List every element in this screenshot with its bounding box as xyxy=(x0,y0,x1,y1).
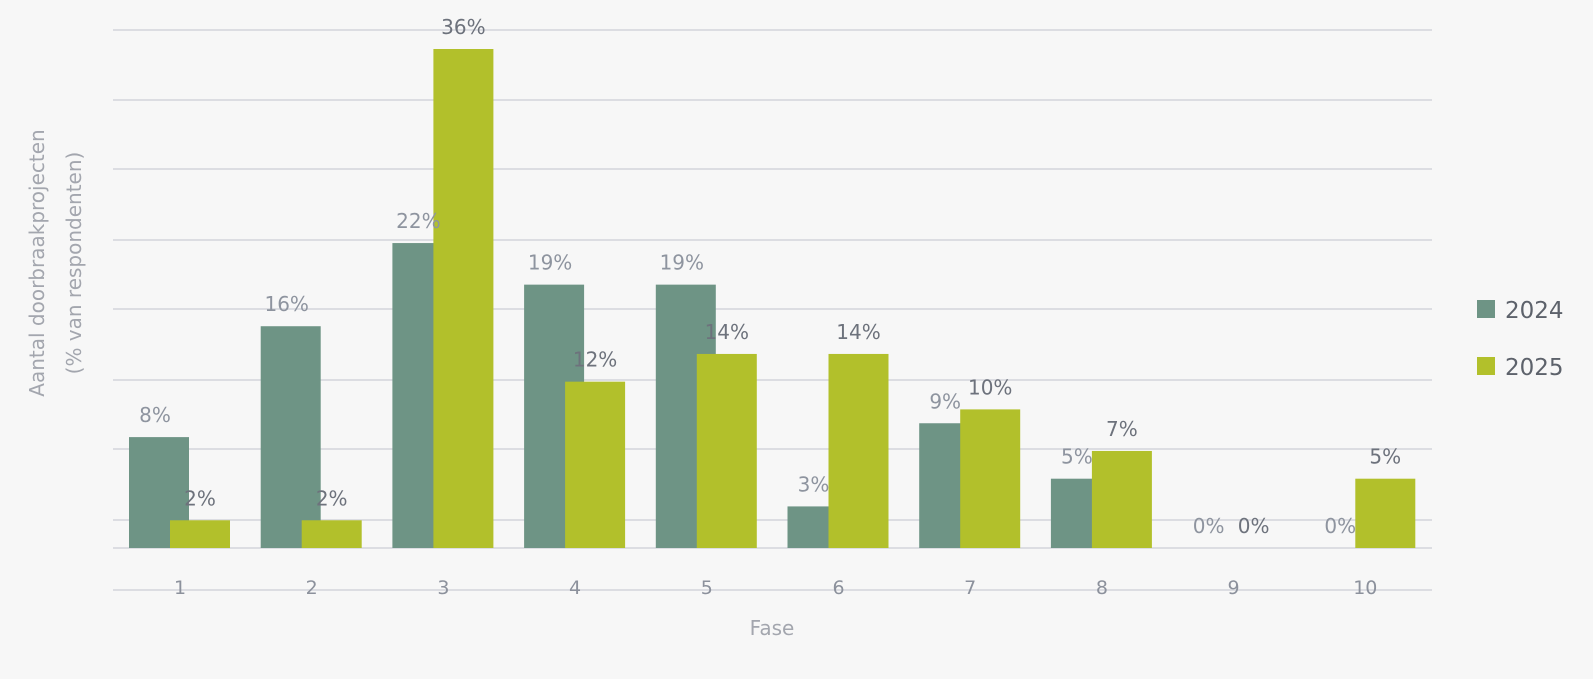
data-label-2024-fase-6: 3% xyxy=(798,472,830,496)
x-tick-label: 8 xyxy=(1096,577,1108,599)
legend-swatch-2025 xyxy=(1477,357,1495,375)
x-tick-label: 1 xyxy=(174,577,186,599)
data-label-2025-fase-5: 14% xyxy=(705,320,749,344)
bar-2025-fase-1 xyxy=(170,520,230,548)
x-tick-label: 3 xyxy=(437,577,449,599)
x-tick-label: 4 xyxy=(569,577,581,599)
bar-2025-fase-6 xyxy=(828,353,889,548)
data-label-2025-fase-9: 0% xyxy=(1238,514,1270,538)
x-tick-label: 10 xyxy=(1353,577,1377,599)
x-tick-label: 2 xyxy=(306,577,318,599)
y-axis-title: Aantal doorbraakprojecten (% van respond… xyxy=(25,129,86,396)
x-axis-ticks: 1 2 3 4 5 6 7 8 9 10 xyxy=(174,577,1377,599)
data-label-2024-fase-10: 0% xyxy=(1324,514,1356,538)
data-label-2025-fase-1: 2% xyxy=(184,486,216,510)
bar-2025-fase-3 xyxy=(433,49,494,548)
data-label-2025-fase-2: 2% xyxy=(316,486,348,510)
data-label-2024-fase-2: 16% xyxy=(264,292,308,316)
x-tick-label: 6 xyxy=(832,577,844,599)
data-label-2025-fase-3: 36% xyxy=(441,15,485,39)
bars xyxy=(129,49,1416,549)
data-label-2025-fase-8: 7% xyxy=(1106,417,1138,441)
bar-2025-fase-5 xyxy=(696,353,757,548)
legend-label-2025: 2025 xyxy=(1505,355,1564,381)
x-tick-label: 9 xyxy=(1228,577,1240,599)
data-label-2024-fase-4: 19% xyxy=(528,251,572,275)
data-label-2024-fase-1: 8% xyxy=(139,403,171,427)
gridlines xyxy=(113,29,1432,591)
legend: 2024 2025 xyxy=(1477,298,1564,381)
value-labels: 8% 2% 16% 2% 22% 36% 19% 12% 19% 14% 3% 14% 9% 10% 5% 7… xyxy=(139,15,1401,538)
data-label-2024-fase-7: 9% xyxy=(929,389,961,413)
bar-2025-fase-7 xyxy=(960,409,1021,548)
data-label-2025-fase-10: 5% xyxy=(1369,445,1401,469)
bar-2025-fase-4 xyxy=(565,381,626,548)
bar-2025-fase-10 xyxy=(1355,478,1416,548)
bar-2024-fase-2 xyxy=(260,326,321,548)
bar-2025-fase-8 xyxy=(1091,450,1152,548)
x-tick-label: 7 xyxy=(964,577,976,599)
data-label-2024-fase-8: 5% xyxy=(1061,445,1093,469)
data-label-2024-fase-5: 19% xyxy=(660,251,704,275)
legend-label-2024: 2024 xyxy=(1505,298,1564,324)
data-label-2025-fase-7: 10% xyxy=(968,375,1012,399)
data-label-2025-fase-6: 14% xyxy=(836,320,880,344)
x-axis-title: Fase xyxy=(750,616,795,640)
legend-swatch-2024 xyxy=(1477,300,1495,318)
y-axis-title-main: Aantal doorbraakprojecten xyxy=(25,129,49,396)
x-tick-label: 5 xyxy=(701,577,713,599)
data-label-2024-fase-9: 0% xyxy=(1193,514,1225,538)
y-axis-title-sub: (% van respondenten) xyxy=(62,152,86,375)
bar-2025-fase-2 xyxy=(301,520,362,548)
data-label-2024-fase-3: 22% xyxy=(396,209,440,233)
data-label-2025-fase-4: 12% xyxy=(573,348,617,372)
